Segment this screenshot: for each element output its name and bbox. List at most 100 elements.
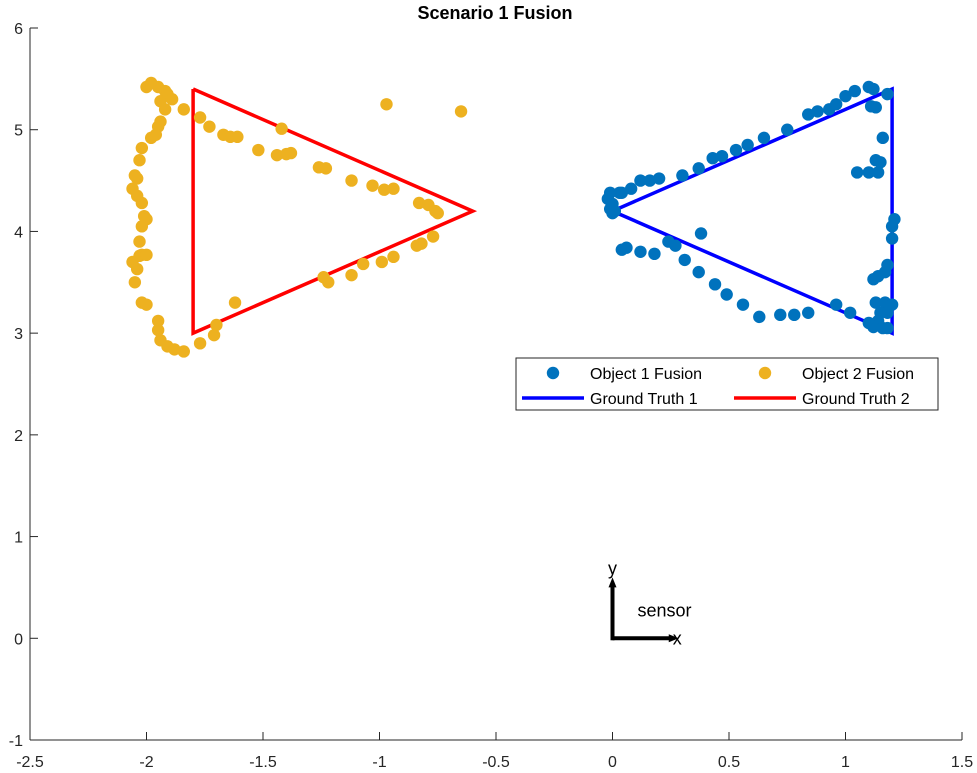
x-tick-label: 0.5: [718, 754, 740, 771]
x-tick-label: -1.5: [249, 754, 277, 771]
object-1-fusion-point: [643, 174, 656, 187]
object-1-fusion-point: [788, 308, 801, 322]
object-1-fusion-point: [652, 172, 666, 185]
object-2-fusion-point: [177, 103, 190, 116]
x-tick-label: 1: [841, 754, 850, 771]
object-2-fusion-point: [158, 103, 172, 116]
object-2-fusion-point: [140, 248, 153, 262]
object-2-fusion-point: [130, 262, 144, 276]
object-1-fusion-point: [615, 186, 629, 199]
object-2-fusion-point: [133, 154, 146, 167]
object-2-fusion-point: [151, 323, 165, 337]
object-2-fusion-point: [231, 130, 244, 144]
object-1-fusion-point: [867, 320, 880, 334]
legend-marker-object-1-fusion: [546, 366, 560, 380]
y-tick-label: 5: [14, 123, 23, 140]
object-1-fusion-point: [753, 310, 766, 324]
object-2-fusion-point: [387, 250, 400, 264]
object-2-fusion-point: [375, 255, 389, 269]
ground-truth-lines: [191, 86, 894, 336]
series-line-ground-truth-1: [611, 86, 894, 336]
object-1-fusion-point: [874, 156, 887, 169]
x-tick-label: 1.5: [951, 754, 973, 771]
object-1-fusion-point: [615, 243, 629, 256]
object-2-fusion-point: [431, 206, 444, 220]
object-2-fusion-point: [377, 183, 391, 196]
object-2-fusion-point: [140, 298, 153, 311]
sensor-y-arrowhead: [608, 577, 617, 588]
object-1-fusion-point: [608, 204, 622, 218]
object-2-fusion-point: [130, 172, 144, 185]
legend-label-ground-truth-1: Ground Truth 1: [590, 391, 698, 408]
object-1-fusion-point: [692, 162, 705, 175]
x-tick-label: -0.5: [482, 754, 510, 771]
axis-ticks: -2.5 -2 -1.5 -1 -0.5 0 0.5 1 1.5 -1 0 1 2 3 4 5 6: [9, 21, 973, 771]
object-1-fusion-point: [881, 306, 894, 319]
sensor-x-arrowhead: [668, 634, 679, 643]
object-1-fusion-point: [885, 232, 899, 245]
object-1-fusion-point: [729, 143, 743, 157]
object-1-fusion-point: [876, 131, 889, 145]
y-tick-label: 0: [14, 631, 23, 648]
object-1-fusion-point: [839, 89, 852, 103]
object-1-fusion-point: [867, 273, 880, 286]
legend-label-object-2-fusion: Object 2 Fusion: [802, 366, 914, 383]
object-1-fusion-point: [694, 227, 708, 240]
object-1-fusion-point: [715, 149, 729, 163]
object-2-fusion-point: [177, 345, 190, 358]
object-2-fusion-point: [284, 146, 298, 160]
object-1-fusion-point: [736, 298, 750, 311]
object-2-fusion-point: [380, 98, 393, 111]
object-2-fusion-point: [128, 276, 142, 289]
object-2-fusion-point: [319, 162, 333, 175]
object-1-fusion-point: [720, 288, 733, 301]
object-1-fusion-point: [811, 105, 824, 118]
object-1-fusion-point: [829, 298, 843, 311]
object-2-fusion-point: [210, 318, 223, 332]
object-1-fusion-point: [676, 169, 689, 182]
series-line-ground-truth-2: [191, 87, 478, 336]
object-2-fusion-point: [151, 314, 165, 328]
object-2-fusion-point: [133, 235, 146, 248]
object-2-fusion-point: [193, 337, 207, 350]
object-2-fusion-point: [454, 105, 468, 118]
sensor-annotation: x y sensor: [608, 558, 692, 648]
object-2-fusion-point: [317, 271, 330, 284]
chart-title: Scenario 1 Fusion: [417, 3, 572, 23]
object-1-fusion-point: [862, 166, 875, 179]
object-1-fusion-point: [741, 138, 754, 152]
object-1-fusion-point: [692, 265, 705, 279]
object-2-fusion-point: [135, 141, 149, 155]
object-2-fusion-point: [165, 93, 179, 106]
object-2-fusion-point: [207, 328, 221, 342]
object-2-fusion-point: [426, 230, 440, 243]
fusion-points: [126, 76, 901, 358]
object-2-fusion-point: [168, 343, 181, 356]
sensor-y-label: y: [608, 558, 617, 578]
x-tick-label: 0: [608, 754, 617, 771]
object-1-fusion-point: [706, 151, 719, 165]
object-2-fusion-point: [144, 131, 158, 145]
object-1-fusion-point: [757, 131, 771, 145]
object-2-fusion-point: [366, 179, 379, 192]
object-1-fusion-point: [662, 235, 675, 248]
object-2-fusion-point: [412, 196, 426, 210]
object-2-fusion-point: [270, 148, 284, 162]
legend: Object 1 Fusion Object 2 Fusion Ground Tru…: [515, 357, 939, 411]
object-2-fusion-point: [275, 122, 288, 135]
legend-label-ground-truth-2: Ground Truth 2: [802, 391, 910, 408]
object-2-fusion-point: [345, 174, 358, 187]
object-2-fusion-point: [345, 268, 358, 282]
object-2-fusion-point: [252, 143, 265, 157]
object-1-fusion-point: [802, 108, 815, 121]
object-1-fusion-point: [848, 84, 862, 98]
legend-label-object-1-fusion: Object 1 Fusion: [590, 366, 702, 383]
sensor-label: sensor: [638, 600, 692, 620]
object-2-fusion-point: [193, 111, 207, 124]
object-1-fusion-point: [881, 87, 894, 101]
object-1-fusion-point: [648, 247, 661, 261]
object-1-fusion-point: [885, 220, 899, 233]
object-2-fusion-point: [410, 239, 423, 252]
object-2-fusion-point: [203, 120, 216, 133]
